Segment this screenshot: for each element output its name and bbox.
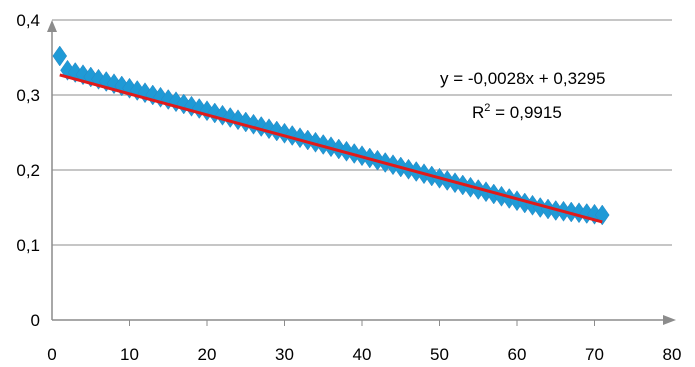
x-tick-label: 70 — [585, 345, 604, 364]
data-point — [52, 45, 68, 67]
y-tick-label: 0,2 — [16, 161, 40, 180]
r-squared-label: R2 = 0,9915 — [472, 102, 562, 122]
trendline — [59, 73, 603, 224]
trendline-group — [59, 73, 603, 224]
tick-labels: 0 10 20 30 40 50 60 70 80 0 0,1 0,2 0,3 0,4 — [16, 11, 681, 364]
x-tick-label: 10 — [120, 345, 139, 364]
y-tick-label: 0,4 — [16, 11, 40, 30]
x-tick-label: 60 — [508, 345, 527, 364]
x-tick-label: 80 — [663, 345, 682, 364]
trendline-equation: y = -0,0028x + 0,3295 — [440, 69, 605, 88]
x-tick-label: 20 — [198, 345, 217, 364]
axes — [47, 20, 676, 326]
x-tick-label: 30 — [275, 345, 294, 364]
y-tick-label: 0,3 — [16, 86, 40, 105]
y-tick-label: 0 — [31, 311, 40, 330]
y-axis-arrow — [47, 20, 57, 32]
x-tick-label: 40 — [353, 345, 372, 364]
x-tick-label: 0 — [47, 345, 56, 364]
x-tick-label: 50 — [430, 345, 449, 364]
x-axis-arrow — [663, 315, 676, 325]
y-tick-label: 0,1 — [16, 236, 40, 255]
